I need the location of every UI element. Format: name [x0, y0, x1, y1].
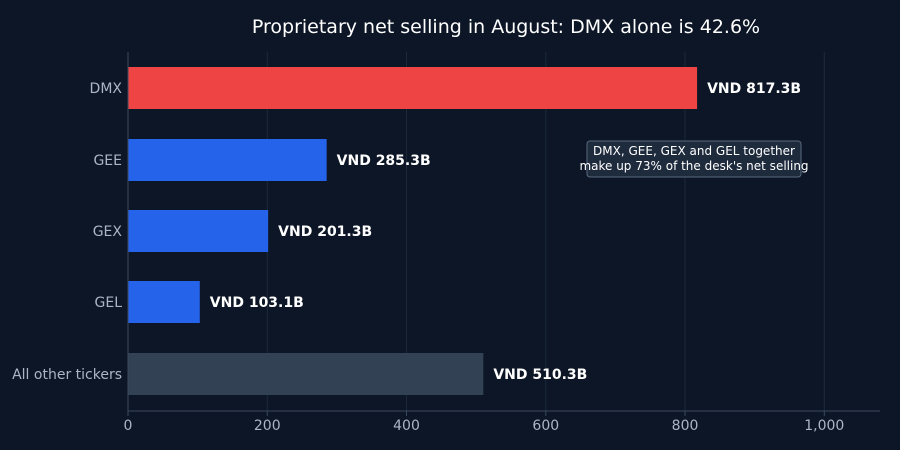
data-label-all-other-tickers: VND 510.3B — [493, 367, 587, 383]
x-tick-label-600: 600 — [532, 418, 559, 434]
data-label-gee: VND 285.3B — [337, 153, 431, 169]
category-label-gee: GEE — [93, 153, 122, 169]
annotation-line-1: DMX, GEE, GEX and GEL together — [593, 144, 795, 158]
category-label-gex: GEX — [93, 224, 123, 240]
data-label-gel: VND 103.1B — [210, 295, 304, 311]
x-tick-label-1000: 1,000 — [804, 418, 844, 434]
category-label-all-other-tickers: All other tickers — [12, 367, 122, 383]
bar-layer — [128, 67, 698, 395]
category-label-gel: GEL — [95, 295, 123, 311]
grid-layer — [266, 52, 825, 411]
bar-gex — [128, 210, 269, 252]
x-tick-label-400: 400 — [393, 418, 420, 434]
data-label-gex: VND 201.3B — [278, 224, 372, 240]
data-label-dmx: VND 817.3B — [707, 81, 801, 97]
x-tick-label-800: 800 — [672, 418, 699, 434]
bar-all-other-tickers — [128, 353, 484, 395]
annotation-background — [586, 140, 802, 178]
chart-title: Proprietary net selling in August: DMX a… — [252, 16, 760, 38]
annotation-line-2: make up 73% of the desk's net selling — [579, 159, 808, 173]
bar-gel — [128, 281, 200, 323]
annotation-box: DMX, GEE, GEX and GEL together make up 7… — [579, 140, 809, 178]
x-tick-label-0: 0 — [124, 418, 133, 434]
category-label-dmx: DMX — [90, 81, 123, 97]
axis-layer — [127, 52, 880, 416]
x-tick-label-200: 200 — [254, 418, 281, 434]
bar-gee — [128, 139, 327, 181]
label-layer: VND 817.3B DMX VND 285.3B GEE VND 201.3B GEX V… — [12, 81, 844, 434]
bar-dmx — [128, 67, 698, 109]
